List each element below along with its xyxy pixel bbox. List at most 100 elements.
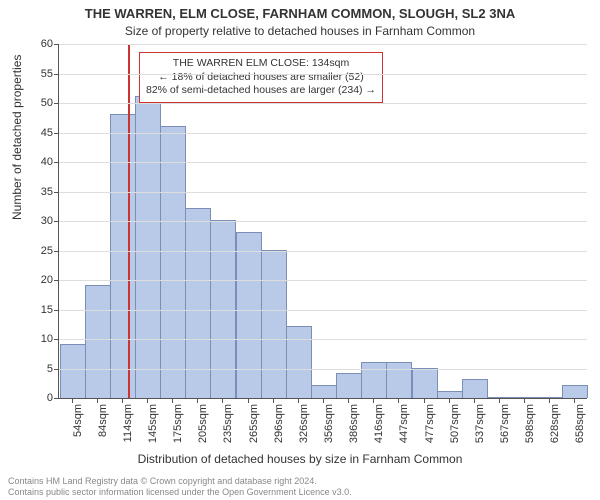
x-tick-label: 507sqm bbox=[449, 404, 461, 443]
x-tick-label: 145sqm bbox=[147, 404, 159, 443]
annotation-line3: 82% of semi-detached houses are larger (… bbox=[146, 84, 376, 98]
x-tick-label: 537sqm bbox=[474, 404, 486, 443]
x-tick-mark bbox=[574, 398, 575, 403]
annotation-box: THE WARREN ELM CLOSE: 134sqm ← 18% of de… bbox=[139, 52, 383, 103]
x-tick-mark bbox=[273, 398, 274, 403]
y-tick-mark bbox=[54, 221, 59, 222]
bar bbox=[386, 362, 412, 398]
bar bbox=[160, 126, 186, 398]
x-tick-mark bbox=[499, 398, 500, 403]
x-tick-label: 386sqm bbox=[348, 404, 360, 443]
y-tick-mark bbox=[54, 251, 59, 252]
y-tick-label: 35 bbox=[41, 186, 53, 198]
gridline-h bbox=[59, 103, 587, 104]
y-tick-mark bbox=[54, 162, 59, 163]
y-tick-label: 30 bbox=[41, 215, 53, 227]
x-tick-mark bbox=[449, 398, 450, 403]
x-axis-label: Distribution of detached houses by size … bbox=[0, 452, 600, 466]
footer-text: Contains HM Land Registry data © Crown c… bbox=[8, 476, 352, 498]
x-tick-mark bbox=[424, 398, 425, 403]
x-tick-label: 598sqm bbox=[524, 404, 536, 443]
y-tick-mark bbox=[54, 103, 59, 104]
x-tick-label: 658sqm bbox=[574, 404, 586, 443]
x-tick-mark bbox=[524, 398, 525, 403]
x-tick-label: 84sqm bbox=[97, 404, 109, 437]
bar bbox=[361, 362, 387, 398]
bar bbox=[562, 385, 588, 398]
chart-subtitle: Size of property relative to detached ho… bbox=[0, 24, 600, 38]
x-tick-label: 416sqm bbox=[373, 404, 385, 443]
gridline-h bbox=[59, 280, 587, 281]
gridline-h bbox=[59, 192, 587, 193]
gridline-h bbox=[59, 133, 587, 134]
x-tick-label: 447sqm bbox=[398, 404, 410, 443]
chart-container: THE WARREN, ELM CLOSE, FARNHAM COMMON, S… bbox=[0, 0, 600, 500]
x-tick-mark bbox=[323, 398, 324, 403]
y-tick-label: 10 bbox=[41, 333, 53, 345]
x-tick-mark bbox=[172, 398, 173, 403]
gridline-h bbox=[59, 221, 587, 222]
chart-title: THE WARREN, ELM CLOSE, FARNHAM COMMON, S… bbox=[0, 6, 600, 21]
gridline-h bbox=[59, 369, 587, 370]
bar bbox=[261, 250, 287, 399]
y-tick-label: 45 bbox=[41, 127, 53, 139]
x-tick-label: 567sqm bbox=[499, 404, 511, 443]
x-tick-label: 265sqm bbox=[248, 404, 260, 443]
y-tick-mark bbox=[54, 339, 59, 340]
y-tick-mark bbox=[54, 280, 59, 281]
x-tick-mark bbox=[197, 398, 198, 403]
x-tick-mark bbox=[398, 398, 399, 403]
y-tick-mark bbox=[54, 310, 59, 311]
x-tick-mark bbox=[147, 398, 148, 403]
bar bbox=[236, 232, 262, 398]
y-tick-mark bbox=[54, 398, 59, 399]
bar bbox=[311, 385, 337, 398]
bar bbox=[336, 373, 362, 398]
y-tick-label: 15 bbox=[41, 304, 53, 316]
y-tick-label: 0 bbox=[47, 392, 53, 404]
x-tick-label: 477sqm bbox=[424, 404, 436, 443]
x-tick-mark bbox=[348, 398, 349, 403]
x-tick-mark bbox=[549, 398, 550, 403]
x-tick-mark bbox=[373, 398, 374, 403]
x-tick-mark bbox=[222, 398, 223, 403]
bar bbox=[412, 368, 438, 399]
y-tick-mark bbox=[54, 133, 59, 134]
gridline-h bbox=[59, 339, 587, 340]
x-tick-mark bbox=[248, 398, 249, 403]
y-tick-label: 5 bbox=[47, 363, 53, 375]
bar bbox=[286, 326, 312, 398]
x-tick-label: 175sqm bbox=[172, 404, 184, 443]
x-tick-label: 205sqm bbox=[197, 404, 209, 443]
gridline-h bbox=[59, 310, 587, 311]
x-tick-label: 296sqm bbox=[273, 404, 285, 443]
gridline-h bbox=[59, 251, 587, 252]
bar bbox=[437, 391, 463, 398]
y-tick-mark bbox=[54, 192, 59, 193]
bar bbox=[60, 344, 86, 398]
y-tick-label: 60 bbox=[41, 38, 53, 50]
y-tick-label: 55 bbox=[41, 68, 53, 80]
bar bbox=[110, 114, 136, 398]
gridline-h bbox=[59, 74, 587, 75]
annotation-line1: THE WARREN ELM CLOSE: 134sqm bbox=[146, 57, 376, 71]
bar bbox=[185, 208, 211, 398]
x-tick-label: 356sqm bbox=[323, 404, 335, 443]
y-tick-label: 40 bbox=[41, 156, 53, 168]
y-tick-mark bbox=[54, 369, 59, 370]
y-tick-label: 50 bbox=[41, 97, 53, 109]
x-tick-label: 326sqm bbox=[298, 404, 310, 443]
x-tick-mark bbox=[122, 398, 123, 403]
x-tick-label: 235sqm bbox=[222, 404, 234, 443]
x-tick-mark bbox=[72, 398, 73, 403]
bar bbox=[462, 379, 488, 398]
footer-line1: Contains HM Land Registry data © Crown c… bbox=[8, 476, 352, 487]
y-tick-label: 20 bbox=[41, 274, 53, 286]
y-axis-label: Number of detached properties bbox=[10, 55, 24, 220]
bar bbox=[85, 285, 111, 398]
gridline-h bbox=[59, 44, 587, 45]
x-tick-mark bbox=[298, 398, 299, 403]
footer-line2: Contains public sector information licen… bbox=[8, 487, 352, 498]
plot-area: THE WARREN ELM CLOSE: 134sqm ← 18% of de… bbox=[58, 44, 587, 399]
bar bbox=[135, 96, 161, 398]
